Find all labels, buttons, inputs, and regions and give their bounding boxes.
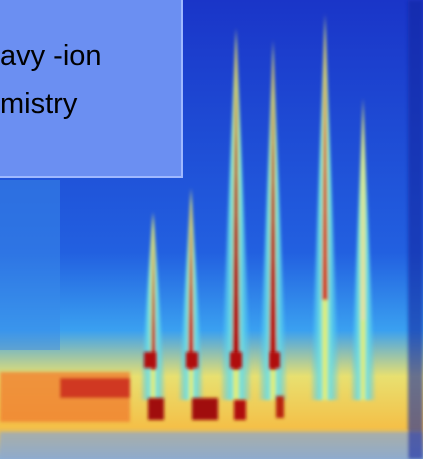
left-haze bbox=[0, 180, 60, 350]
text-line: avy -ion bbox=[0, 40, 102, 73]
text-line: mistry bbox=[0, 88, 77, 121]
screenshot: avy -ion mistry bbox=[0, 0, 423, 459]
text-box: avy -ion mistry bbox=[0, 0, 183, 178]
